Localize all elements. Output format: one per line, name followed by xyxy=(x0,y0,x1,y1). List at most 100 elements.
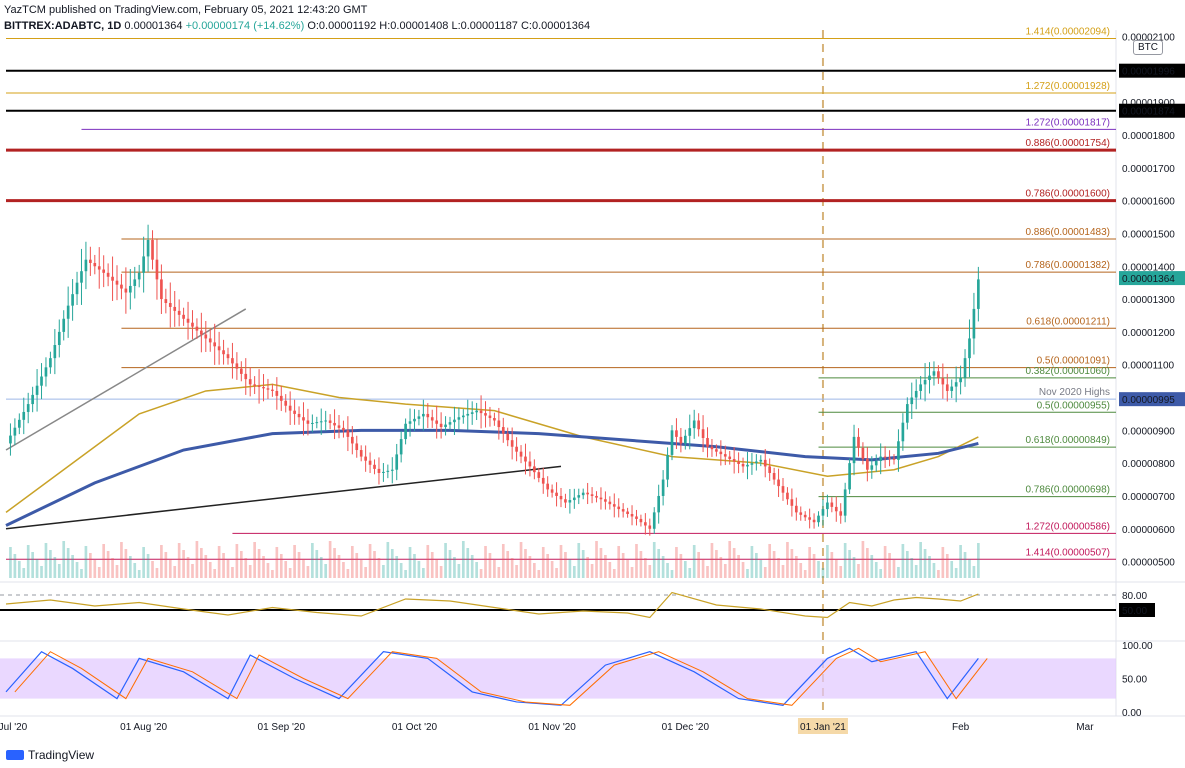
currency-badge[interactable]: BTC xyxy=(1133,40,1163,55)
volume-bar xyxy=(470,555,474,578)
volume-bar xyxy=(692,545,696,578)
volume-bar xyxy=(9,547,12,578)
volume-bar xyxy=(826,545,829,578)
volume-bar xyxy=(799,563,803,578)
volume-bar xyxy=(466,548,470,578)
x-tick-label: 01 Nov '20 xyxy=(528,722,576,733)
volume-bar xyxy=(350,546,354,578)
volume-bar xyxy=(626,560,629,578)
candle-body xyxy=(786,492,789,500)
volume-bar xyxy=(697,552,700,578)
candle-body xyxy=(830,502,834,507)
volume-bar xyxy=(945,554,949,578)
candle-body xyxy=(639,518,643,523)
volume-bar xyxy=(572,566,576,578)
candle-body xyxy=(244,373,248,380)
volume-bar xyxy=(652,542,656,578)
candle-body xyxy=(173,306,177,311)
candle-body xyxy=(755,461,758,464)
candle-body xyxy=(26,404,30,412)
volume-bar xyxy=(577,543,581,578)
volume-bar xyxy=(293,545,296,578)
volume-bar xyxy=(111,558,114,578)
candle-body xyxy=(182,314,185,319)
volume-bar xyxy=(435,559,439,578)
volume-bar xyxy=(275,547,279,578)
candle-body xyxy=(626,511,629,515)
volume-bar xyxy=(302,559,305,578)
rsi-50-box xyxy=(1119,603,1155,617)
volume-bar xyxy=(191,564,194,578)
candle-body xyxy=(359,450,363,457)
volume-bar xyxy=(599,548,603,578)
volume-bar xyxy=(413,554,416,578)
candle-body xyxy=(350,436,354,444)
candle-body xyxy=(506,433,510,441)
candle-body xyxy=(457,417,461,420)
volume-bar xyxy=(262,556,265,578)
volume-bar xyxy=(892,560,896,578)
rsi-tick-label: 80.00 xyxy=(1122,591,1147,602)
volume-bar xyxy=(617,546,621,578)
candle-body xyxy=(111,276,114,281)
volume-bar xyxy=(790,549,794,578)
candle-body xyxy=(533,466,536,473)
volume-bar xyxy=(213,569,217,578)
y-tick-label: 0.00000500 xyxy=(1122,558,1175,569)
candle-body xyxy=(768,466,772,473)
volume-bar xyxy=(346,569,350,578)
volume-bar xyxy=(959,545,962,578)
volume-bar xyxy=(239,551,243,578)
publisher-line: YazTCM published on TradingView.com, Feb… xyxy=(4,4,368,16)
volume-bar xyxy=(755,553,758,578)
volume-bar xyxy=(772,551,776,578)
y-tick-label: 0.00001800 xyxy=(1122,131,1175,142)
tradingview-logo-icon xyxy=(6,750,24,760)
volume-bar xyxy=(17,561,21,578)
level-label: 0.618(0.00000849) xyxy=(1025,435,1110,446)
level-price-label: 0.00000995 xyxy=(1122,395,1175,406)
level-label: 1.414(0.00002094) xyxy=(1025,27,1110,38)
volume-bar xyxy=(408,547,412,578)
volume-bar xyxy=(723,564,727,578)
sma-yellow-line xyxy=(5,383,979,513)
volume-bar xyxy=(337,555,341,578)
level-label: 0.786(0.00001382) xyxy=(1025,260,1110,271)
volume-bar xyxy=(928,556,931,578)
candle-body xyxy=(53,345,57,359)
level-label: 1.272(0.00001928) xyxy=(1025,81,1110,92)
candle-body xyxy=(306,420,310,424)
candle-body xyxy=(657,495,661,513)
volume-bar xyxy=(84,546,88,578)
stoch-band xyxy=(0,658,1116,699)
footer: TradingView xyxy=(6,748,94,762)
candle-body xyxy=(302,417,305,421)
volume-bar xyxy=(501,544,505,578)
candle-body xyxy=(670,430,674,455)
volume-bar xyxy=(750,546,754,578)
candle-body xyxy=(142,256,145,273)
y-tick-label: 0.00000800 xyxy=(1122,459,1175,470)
candle-body xyxy=(919,384,922,391)
candle-body xyxy=(564,499,567,503)
volume-bar xyxy=(932,563,936,578)
candle-body xyxy=(288,405,292,411)
volume-bar xyxy=(217,546,221,578)
candle-body xyxy=(333,422,336,426)
volume-bar xyxy=(57,564,61,578)
volume-bar xyxy=(395,556,399,578)
candle-body xyxy=(954,382,958,387)
candle-body xyxy=(164,299,168,304)
volume-bar xyxy=(168,559,172,578)
volume-bar xyxy=(905,551,909,578)
candle-body xyxy=(390,469,394,471)
candle-body xyxy=(839,511,843,516)
volume-bar xyxy=(604,555,607,578)
candle-body xyxy=(950,386,954,391)
candle-body xyxy=(239,368,243,374)
candle-body xyxy=(177,310,181,315)
volume-bar xyxy=(311,543,314,578)
y-tick-label: 0.00001900 xyxy=(1122,98,1175,109)
volume-bar xyxy=(484,546,487,578)
